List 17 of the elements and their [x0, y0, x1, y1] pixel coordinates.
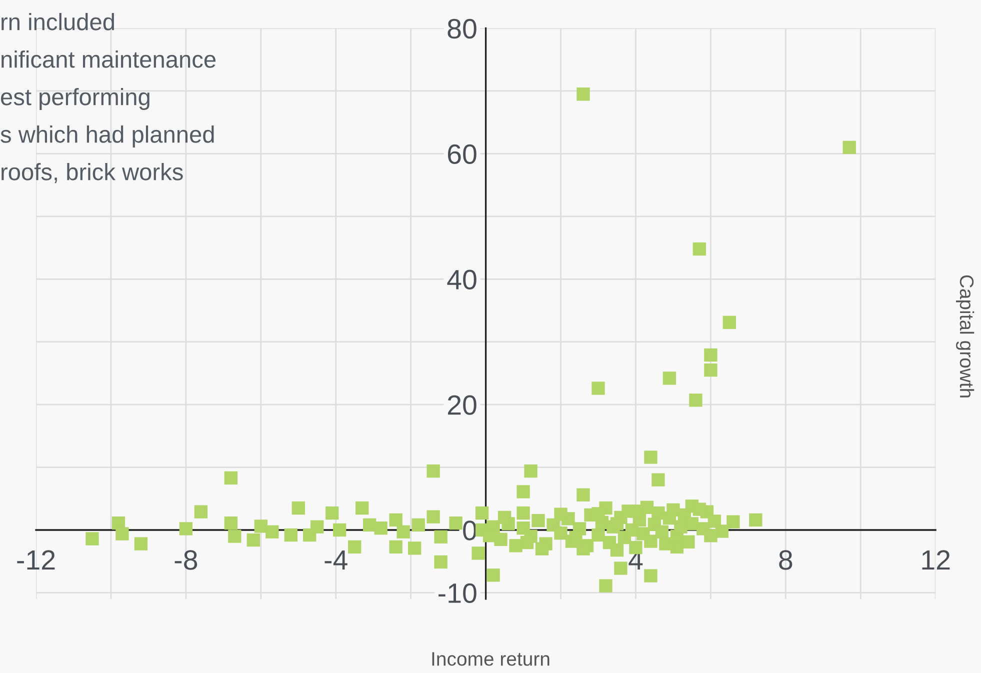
x-tick-label: -8 — [174, 550, 198, 570]
annotation: s which had planned — [0, 125, 214, 148]
annotation: roofs, brick works — [2, 162, 183, 184]
annotation: nificant maintenance — [2, 50, 216, 68]
x-tick-label: -4 — [324, 550, 348, 570]
x-tick-label: 8 — [779, 550, 792, 570]
y-tick-label: 40 — [447, 270, 476, 290]
y-tick-label: 20 — [448, 395, 476, 415]
x-tick-label: 12 — [922, 550, 950, 570]
y-tick-label: 60 — [448, 144, 476, 164]
annotation: rn included — [2, 12, 114, 30]
y-tick-label: 80 — [448, 18, 476, 39]
x-axis-title: Income return — [432, 652, 550, 666]
annotation: est performing — [1, 88, 150, 110]
y-tick-label: -10 — [438, 583, 476, 604]
x-tick-label: -12 — [17, 550, 55, 570]
y-axis-title: Capital growth — [956, 275, 974, 398]
